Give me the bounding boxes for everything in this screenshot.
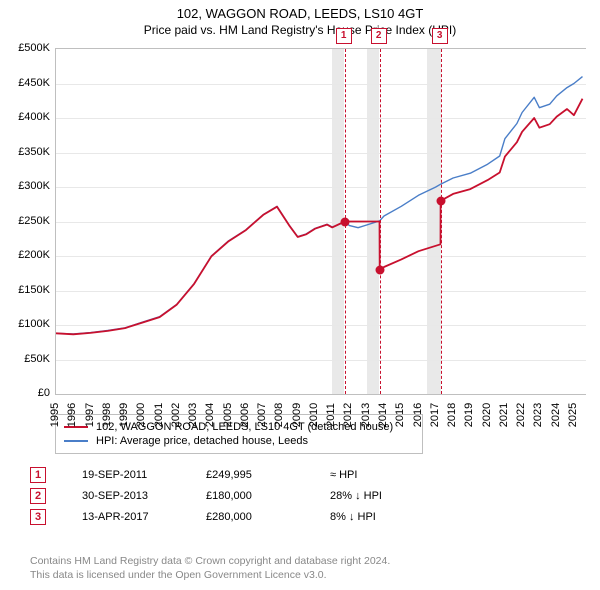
x-axis-label: 2013 (360, 403, 372, 427)
x-axis-label: 2021 (498, 403, 510, 427)
x-axis-label: 1999 (118, 403, 130, 427)
legend-item: HPI: Average price, detached house, Leed… (64, 435, 414, 447)
x-axis-label: 2015 (394, 403, 406, 427)
x-axis-label: 2018 (446, 403, 458, 427)
sale-date: 30-SEP-2013 (82, 490, 206, 502)
x-axis-label: 2022 (515, 403, 527, 427)
table-row: 2 30-SEP-2013 £180,000 28% ↓ HPI (30, 488, 450, 504)
x-axis-label: 2001 (153, 403, 165, 427)
event-flag: 2 (371, 28, 387, 44)
sale-marker (436, 196, 445, 205)
x-axis-label: 2008 (273, 403, 285, 427)
sale-price: £249,995 (206, 469, 330, 481)
series-property (56, 99, 583, 335)
sale-flag: 3 (30, 509, 46, 525)
table-row: 1 19-SEP-2011 £249,995 ≈ HPI (30, 467, 450, 483)
x-axis-label: 2004 (204, 403, 216, 427)
x-axis-label: 2012 (342, 403, 354, 427)
y-axis-label: £150K (0, 284, 50, 296)
sale-comparison: 28% ↓ HPI (330, 490, 450, 502)
series-hpi (56, 77, 583, 334)
event-vline (380, 49, 381, 394)
y-axis-label: £300K (0, 180, 50, 192)
x-axis-label: 1997 (84, 403, 96, 427)
sale-flag: 1 (30, 467, 46, 483)
y-axis-label: £250K (0, 215, 50, 227)
x-axis-label: 2024 (550, 403, 562, 427)
x-axis-label: 1995 (49, 403, 61, 427)
x-axis-label: 1998 (101, 403, 113, 427)
x-axis-label: 2002 (170, 403, 182, 427)
legend-swatch (64, 440, 88, 442)
page-subtitle: Price paid vs. HM Land Registry's House … (0, 23, 600, 37)
y-axis-label: £100K (0, 318, 50, 330)
x-axis-label: 2014 (377, 403, 389, 427)
sale-comparison: ≈ HPI (330, 469, 450, 481)
chart-plot-area (55, 48, 586, 395)
event-flag: 1 (336, 28, 352, 44)
sale-date: 19-SEP-2011 (82, 469, 206, 481)
y-axis-label: £0 (0, 387, 50, 399)
x-axis-label: 2025 (567, 403, 579, 427)
x-axis-label: 2016 (412, 403, 424, 427)
y-axis-label: £50K (0, 353, 50, 365)
y-axis-label: £450K (0, 77, 50, 89)
table-row: 3 13-APR-2017 £280,000 8% ↓ HPI (30, 509, 450, 525)
footer-line: Contains HM Land Registry data © Crown c… (30, 554, 390, 568)
y-axis-label: £350K (0, 146, 50, 158)
sales-table: 1 19-SEP-2011 £249,995 ≈ HPI 2 30-SEP-20… (30, 462, 450, 530)
sale-marker (375, 265, 384, 274)
y-axis-label: £400K (0, 111, 50, 123)
x-axis-label: 1996 (66, 403, 78, 427)
event-flag: 3 (432, 28, 448, 44)
y-axis-label: £500K (0, 42, 50, 54)
sale-price: £280,000 (206, 511, 330, 523)
legend-label: HPI: Average price, detached house, Leed… (96, 435, 308, 447)
x-axis-label: 2000 (135, 403, 147, 427)
x-axis-label: 2009 (291, 403, 303, 427)
x-axis-label: 2020 (481, 403, 493, 427)
footer-line: This data is licensed under the Open Gov… (30, 568, 390, 582)
x-axis-label: 2007 (256, 403, 268, 427)
x-axis-label: 2011 (325, 403, 337, 427)
x-axis-label: 2019 (463, 403, 475, 427)
x-axis-label: 2003 (187, 403, 199, 427)
page-title: 102, WAGGON ROAD, LEEDS, LS10 4GT (0, 6, 600, 21)
x-axis-label: 2017 (429, 403, 441, 427)
x-axis-label: 2006 (239, 403, 251, 427)
x-axis-label: 2010 (308, 403, 320, 427)
sale-date: 13-APR-2017 (82, 511, 206, 523)
event-vline (441, 49, 442, 394)
sale-comparison: 8% ↓ HPI (330, 511, 450, 523)
footer-attribution: Contains HM Land Registry data © Crown c… (30, 554, 390, 582)
x-axis-label: 2023 (532, 403, 544, 427)
sale-flag: 2 (30, 488, 46, 504)
sale-marker (340, 217, 349, 226)
sale-price: £180,000 (206, 490, 330, 502)
chart-svg (56, 49, 586, 394)
x-axis-label: 2005 (222, 403, 234, 427)
y-axis-label: £200K (0, 249, 50, 261)
